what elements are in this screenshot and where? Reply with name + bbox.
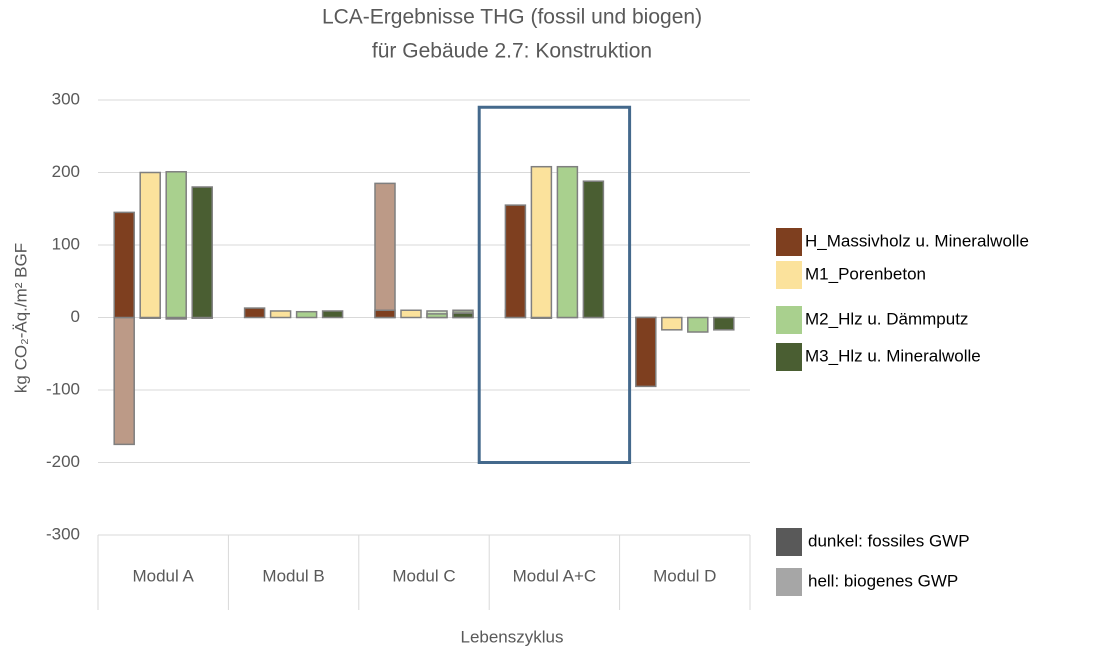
fossil-bar — [400, 309, 422, 319]
y-tick-label: -200 — [46, 452, 80, 471]
fossil-bar — [426, 313, 448, 319]
legend-swatch — [776, 343, 802, 371]
fossil-bar — [556, 165, 579, 319]
x-tick-label: Modul B — [262, 566, 324, 585]
legend-label: M2_Hlz u. Dämmputz — [805, 309, 968, 328]
fossil-bar — [295, 310, 318, 319]
fossil-bar — [687, 316, 709, 333]
y-tick-label: -100 — [46, 379, 80, 398]
biogenic-bar — [374, 182, 396, 319]
legend-label: hell: biogenes GWP — [808, 571, 958, 590]
x-tick-label: Modul C — [392, 566, 455, 585]
chart-title: für Gebäude 2.7: Konstruktion — [372, 40, 652, 63]
fossil-bar — [452, 312, 474, 319]
fossil-bar — [661, 316, 683, 331]
y-tick-label: 200 — [52, 162, 80, 181]
y-tick-label: 100 — [52, 234, 80, 253]
fossil-bar — [269, 310, 292, 319]
fossil-bar — [582, 180, 605, 319]
y-tick-label: -300 — [46, 524, 80, 543]
legend-swatch — [776, 306, 802, 334]
chart-title: LCA-Ergebnisse THG (fossil und biogen) — [322, 6, 702, 29]
fossil-bar — [165, 171, 187, 319]
fossil-bar — [374, 309, 396, 319]
x-axis-label: Lebenszyklus — [460, 627, 563, 646]
highlight-box — [477, 105, 632, 464]
fossil-bar — [113, 211, 135, 319]
x-tick-label: Modul A — [132, 566, 194, 585]
legend-swatch — [776, 568, 802, 596]
legend-label: M3_Hlz u. Mineralwolle — [805, 346, 981, 365]
legend-label: H_Massivholz u. Mineralwolle — [805, 231, 1029, 250]
legend-label: M1_Porenbeton — [805, 264, 926, 283]
y-axis-label: kg CO₂-Äq./m² BGF — [11, 243, 30, 393]
legend-swatch — [776, 228, 802, 256]
legend-label: dunkel: fossiles GWP — [808, 531, 970, 550]
fossil-bar — [321, 310, 344, 319]
fossil-bar — [243, 307, 266, 319]
y-tick-label: 0 — [71, 307, 80, 326]
fossil-bar — [530, 165, 553, 319]
fossil-bar — [139, 171, 161, 319]
x-tick-label: Modul D — [653, 566, 716, 585]
legend-swatch — [776, 261, 802, 289]
legend-swatch — [776, 528, 802, 556]
fossil-bar — [713, 316, 735, 331]
x-tick-label: Modul A+C — [513, 566, 597, 585]
fossil-bar — [635, 316, 657, 388]
y-tick-label: 300 — [52, 89, 80, 108]
fossil-bar — [191, 186, 213, 319]
fossil-bar — [504, 204, 527, 319]
biogenic-bar — [113, 316, 135, 446]
